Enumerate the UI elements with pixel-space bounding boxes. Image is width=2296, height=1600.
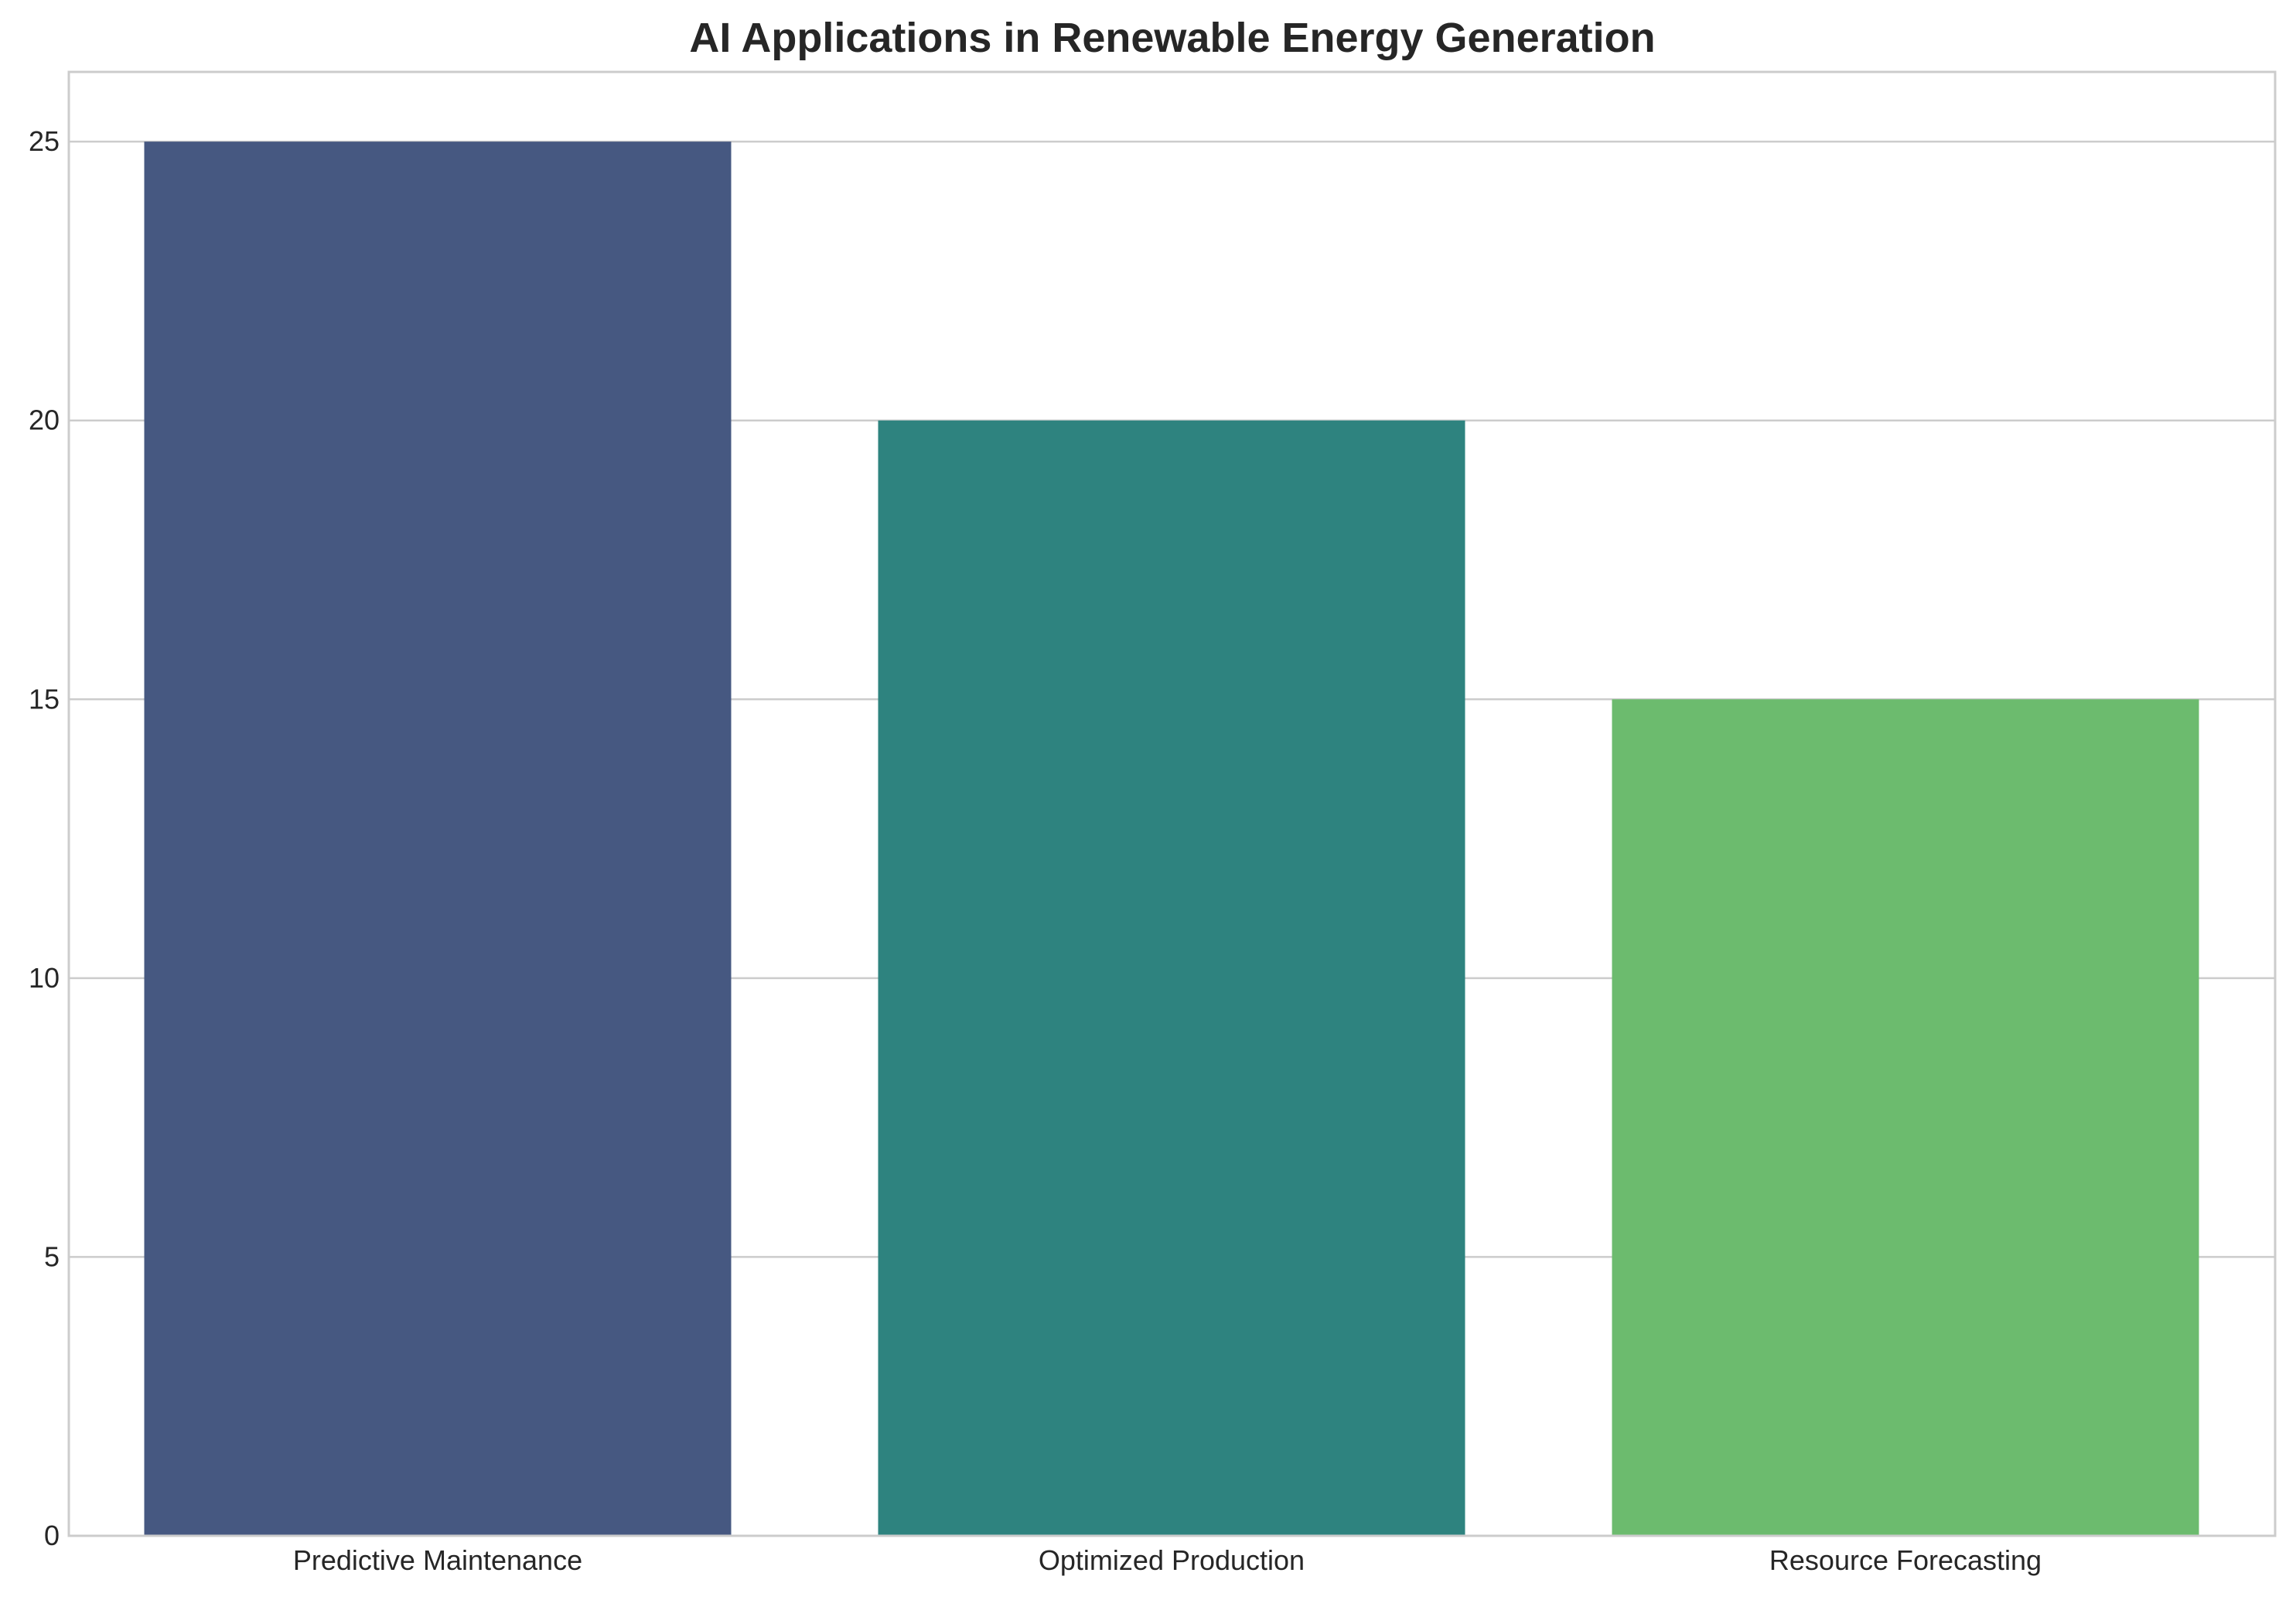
x-axis-ticks: Predictive Maintenance Optimized Producti… bbox=[293, 1544, 2042, 1576]
y-tick-label: 25 bbox=[29, 125, 60, 157]
y-tick-label: 15 bbox=[29, 683, 60, 715]
bar-predictive-maintenance bbox=[144, 142, 732, 1537]
bar-resource-forecasting bbox=[1612, 699, 2199, 1537]
x-tick-label: Predictive Maintenance bbox=[293, 1544, 582, 1576]
y-tick-label: 20 bbox=[29, 404, 60, 436]
y-axis-ticks: 0 5 10 15 20 25 bbox=[29, 125, 60, 1551]
plot-frame bbox=[67, 70, 2277, 1537]
x-tick-label: Resource Forecasting bbox=[1769, 1544, 2042, 1576]
chart-title: AI Applications in Renewable Energy Gene… bbox=[689, 15, 1655, 61]
bars bbox=[144, 142, 2199, 1537]
y-tick-label: 0 bbox=[44, 1520, 60, 1551]
x-tick-label: Optimized Production bbox=[1039, 1544, 1305, 1576]
bar-optimized-production bbox=[878, 420, 1465, 1536]
y-tick-label: 10 bbox=[29, 962, 60, 994]
y-tick-label: 5 bbox=[44, 1240, 60, 1272]
